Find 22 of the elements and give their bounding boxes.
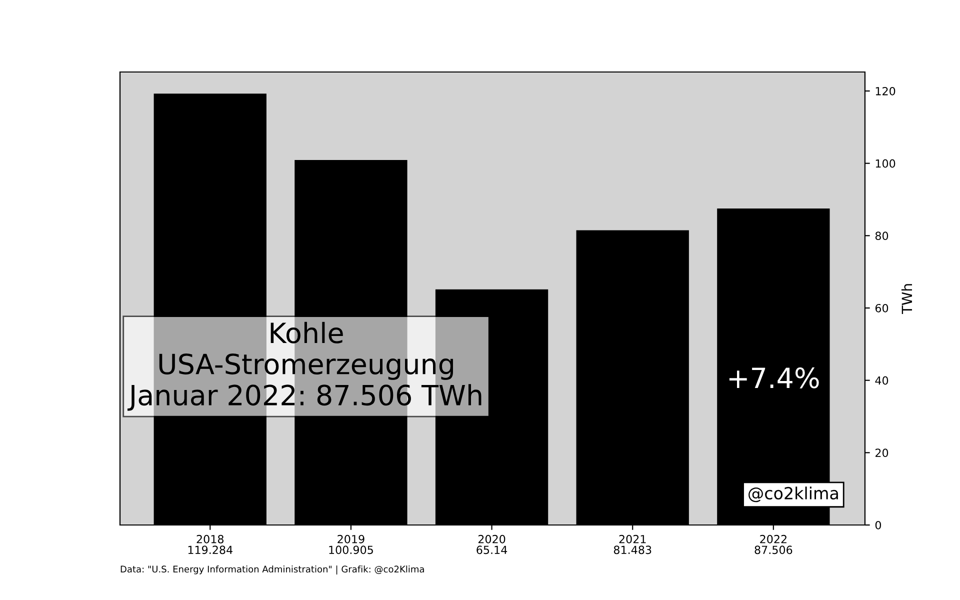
y-tick-label: 100 [876, 159, 896, 168]
y-tick-label: 80 [875, 232, 888, 240]
data-label: 119.284 [188, 546, 232, 554]
data-label: 87.506 [754, 546, 792, 554]
y-tick-label: 60 [875, 304, 888, 312]
text: Data: "U.S. Energy Information Administration" | Grafik: @co2Klima [120, 565, 424, 575]
annotation: Kohle USA-Stromerzeugung Januar 2022: 87.506 TWh [127, 322, 482, 411]
y-axis-title: TWh [901, 284, 912, 314]
y-tick-label: 120 [876, 86, 896, 96]
y-tick-label: 20 [875, 448, 888, 458]
x-tick-label: 2019 [338, 534, 364, 544]
x-tick-label: 2020 [478, 534, 506, 544]
x-tick-label: 2021 [619, 534, 646, 544]
y-tick-label: 0 [875, 520, 882, 530]
y-tick-label: 40 [875, 376, 888, 385]
annotation: @co2klima [748, 486, 838, 502]
data-label: 100.905 [329, 546, 373, 554]
x-tick-label: 2018 [196, 534, 224, 544]
data-label: 81.483 [614, 546, 652, 554]
x-tick-label: 2022 [760, 534, 786, 544]
data-label: 65.14 [476, 546, 508, 554]
annotation: +7.4% [729, 367, 819, 388]
